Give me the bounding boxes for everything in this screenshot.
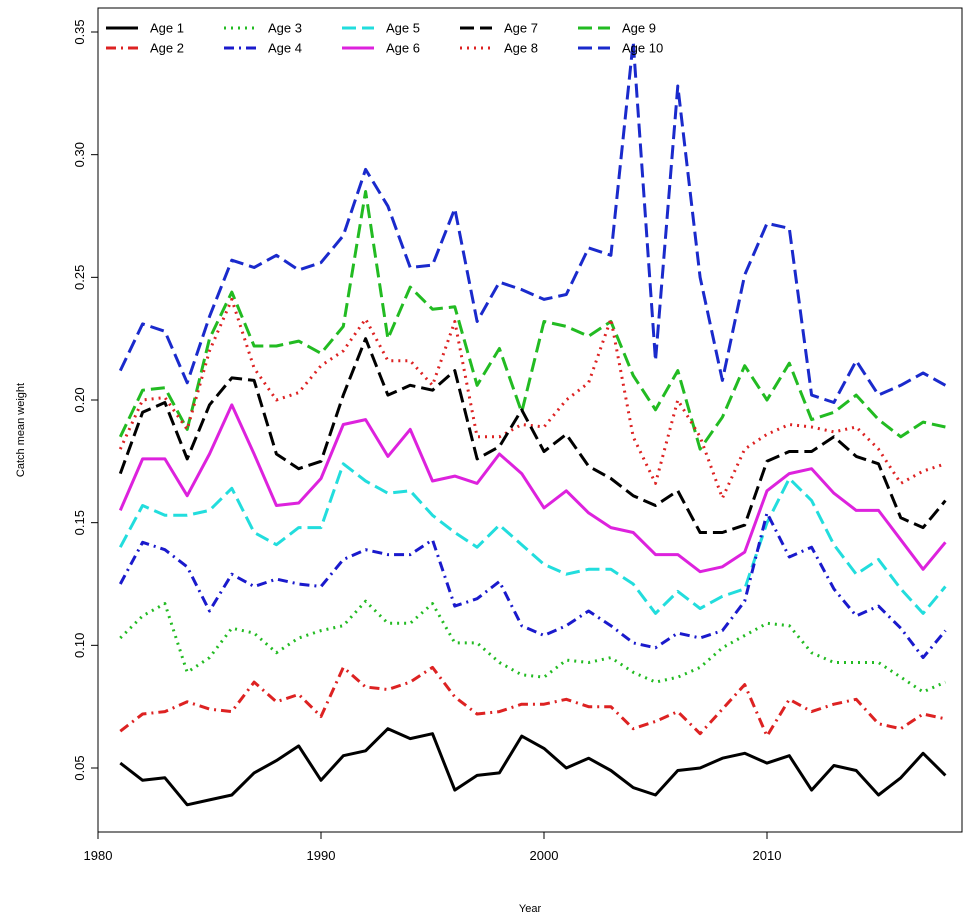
y-tick-label: 0.05 <box>72 755 87 780</box>
legend-label-age-6: Age 6 <box>386 41 420 56</box>
legend-label-age-8: Age 8 <box>504 41 538 56</box>
series-line-age-8 <box>118 297 946 500</box>
series-line-age-3 <box>119 599 947 694</box>
plot-frame <box>97 7 963 833</box>
x-tick-label: 2000 <box>530 848 559 863</box>
series-layer <box>118 40 947 807</box>
legend-label-age-4: Age 4 <box>268 41 302 56</box>
legend-label-age-7: Age 7 <box>504 21 538 36</box>
series-line-age-2 <box>119 665 946 738</box>
y-tick-label: 0.10 <box>72 633 87 658</box>
legend-label-age-2: Age 2 <box>150 41 184 56</box>
y-axis-title: Catch mean weight <box>15 383 27 477</box>
y-tick-label: 0.15 <box>72 510 87 535</box>
series-line-age-4 <box>118 511 947 660</box>
legend: Age 1 Age 2 Age 3 Age 4 Age 5 Age 6 Age 7 Age 8… <box>106 21 663 56</box>
legend-label-age-9: Age 9 <box>622 21 656 36</box>
legend-label-age-10: Age 10 <box>622 41 663 56</box>
series-line-age-7 <box>118 337 947 534</box>
x-axis: 1980 1990 2000 2010 <box>84 832 782 863</box>
legend-label-age-3: Age 3 <box>268 21 302 36</box>
x-tick-label: 2010 <box>753 848 782 863</box>
series-line-age-10 <box>118 40 947 404</box>
y-tick-label: 0.20 <box>72 387 87 412</box>
y-tick-label: 0.35 <box>72 19 87 44</box>
series-line-age-6 <box>118 403 947 574</box>
x-axis-title: Year <box>519 903 542 915</box>
legend-label-age-1: Age 1 <box>150 21 184 36</box>
x-tick-label: 1980 <box>84 848 113 863</box>
y-tick-label: 0.25 <box>72 265 87 290</box>
series-line-age-9 <box>118 190 946 451</box>
series-line-age-5 <box>118 462 947 615</box>
series-line-age-1 <box>119 727 947 807</box>
y-axis: 0.05 0.10 0.15 0.20 0.25 0.30 0.35 <box>72 19 98 781</box>
legend-label-age-5: Age 5 <box>386 21 420 36</box>
x-tick-label: 1990 <box>307 848 336 863</box>
y-tick-label: 0.30 <box>72 142 87 167</box>
